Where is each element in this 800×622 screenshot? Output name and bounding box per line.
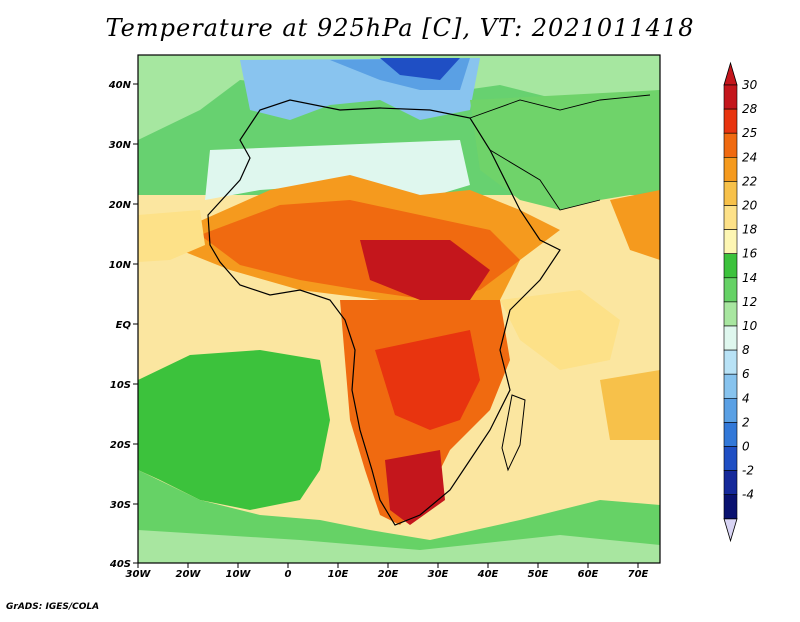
- lon-label: 10E: [328, 569, 349, 580]
- lat-label: 20S: [110, 440, 131, 451]
- lon-label: 30W: [126, 569, 152, 580]
- lat-label: 30N: [109, 140, 132, 151]
- lon-label: 20E: [378, 569, 399, 580]
- colorbar-swatch: [724, 181, 737, 205]
- lat-label: 30S: [110, 500, 131, 511]
- colorbar-label: 24: [742, 150, 757, 164]
- colorbar-label: 6: [742, 367, 750, 381]
- colorbar-label: 16: [742, 247, 758, 261]
- colorbar-label: 14: [742, 271, 757, 285]
- longitude-labels: 30W 20W 10W 0 10E 20E 30E 40E 50E 60E 70…: [126, 569, 649, 580]
- colorbar-swatch: [724, 85, 737, 109]
- colorbar-swatch: [724, 422, 737, 446]
- lon-label: 40E: [477, 569, 499, 580]
- lat-label: 20N: [109, 200, 132, 211]
- colorbar-swatch: [724, 230, 737, 254]
- temperature-field: [138, 55, 660, 563]
- lat-label: EQ: [116, 320, 132, 331]
- colorbar-label: 12: [742, 295, 757, 309]
- lon-label: 20W: [176, 569, 202, 580]
- colorbar-swatch: [724, 471, 737, 495]
- colorbar-label: 30: [742, 78, 758, 92]
- colorbar-swatch: [724, 350, 737, 374]
- colorbar-label: 10: [742, 319, 758, 333]
- colorbar-label: 2: [742, 415, 750, 429]
- colorbar-top-arrow: [724, 63, 737, 85]
- colorbar-swatch: [724, 206, 737, 230]
- colorbar-label: 0: [742, 440, 750, 454]
- lon-label: 50E: [528, 569, 549, 580]
- lon-label: 30E: [428, 569, 449, 580]
- colorbar-label: 25: [742, 126, 757, 140]
- lat-label: 40S: [109, 559, 131, 570]
- colorbar-swatch: [724, 495, 737, 519]
- colorbar-swatch: [724, 278, 737, 302]
- lon-label: 10W: [226, 569, 252, 580]
- colorbar-swatch: [724, 374, 737, 398]
- colorbar-label: 4: [742, 391, 750, 405]
- colorbar-label: -2: [742, 464, 754, 478]
- lat-label: 10N: [109, 260, 132, 271]
- colorbar-swatch: [724, 133, 737, 157]
- colorbar-label: 18: [742, 223, 758, 237]
- colorbar-label: 22: [742, 174, 757, 188]
- colorbar-swatch: [724, 157, 737, 181]
- colorbar-swatch: [724, 302, 737, 326]
- map-svg: 30W 20W 10W 0 10E 20E 30E 40E 50E 60E 70…: [0, 0, 800, 618]
- colorbar-swatch: [724, 447, 737, 471]
- lon-label: 70E: [628, 569, 649, 580]
- colorbar-swatch: [724, 109, 737, 133]
- footer-credit: GrADS: IGES/COLA: [6, 602, 99, 612]
- lat-label: 10S: [110, 380, 131, 391]
- lon-label: 60E: [578, 569, 599, 580]
- lon-label: 0: [285, 569, 292, 580]
- map-figure: 30W 20W 10W 0 10E 20E 30E 40E 50E 60E 70…: [0, 0, 800, 618]
- colorbar-swatch: [724, 254, 737, 278]
- colorbar-label: -4: [742, 488, 754, 502]
- lat-label: 40N: [108, 80, 132, 91]
- colorbar-bottom-arrow: [724, 519, 737, 541]
- latitude-labels: 40N 30N 20N 10N EQ 10S 20S 30S 40S: [108, 80, 132, 570]
- colorbar-label: 8: [742, 343, 750, 357]
- colorbar-swatch: [724, 398, 737, 422]
- colorbar-label: 20: [742, 199, 758, 213]
- colorbar-label: 28: [742, 102, 758, 116]
- colorbar-swatch: [724, 326, 737, 350]
